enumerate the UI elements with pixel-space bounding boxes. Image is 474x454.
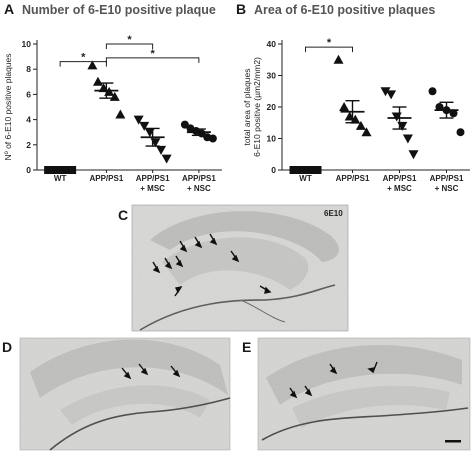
data-point-b	[380, 87, 391, 97]
arrows-d	[121, 363, 181, 380]
data-point-a	[48, 166, 57, 174]
data-point-b	[402, 134, 413, 144]
x-tick-label-b: APP/PS1	[383, 174, 417, 183]
data-point-a	[68, 166, 77, 174]
panel-title-b: Area of 6-E10 positive plaques	[254, 3, 435, 17]
data-point-a	[53, 166, 62, 174]
data-point-b	[361, 127, 372, 137]
arrows-e	[289, 361, 378, 399]
data-point-b	[355, 120, 366, 130]
y-tick-label-b: 20	[267, 102, 277, 112]
significance-bracket-b	[305, 46, 353, 53]
x-tick-label-b: APP/PS1	[430, 174, 464, 183]
data-point-b	[289, 166, 298, 174]
x-tick-label-b: + MSC	[387, 184, 412, 193]
data-point-a	[208, 134, 217, 143]
significance-bracket-a	[105, 43, 154, 49]
y-tick-label-a: 10	[22, 39, 32, 49]
x-tick-label-a: WT	[54, 174, 67, 183]
x-tick-label-a: + MSC	[140, 184, 165, 193]
significance-label-a: *	[81, 52, 86, 64]
data-point-a	[180, 120, 189, 129]
panel-letter-d: D	[2, 339, 12, 355]
data-point-a	[87, 60, 98, 70]
data-point-a	[161, 154, 172, 164]
chart-b: 0 10 20 30 40 total area of plaques 6-E10 posi…	[242, 37, 470, 193]
significance-label-b: *	[327, 37, 332, 49]
data-point-b	[391, 112, 402, 122]
y-tick-label-a: 4	[26, 115, 31, 125]
arrows-c	[152, 233, 272, 297]
scale-bar	[445, 440, 461, 443]
y-axis-label-b: total area of plaques	[242, 68, 252, 145]
y-tick-label-b: 0	[271, 165, 276, 175]
data-point-b	[308, 166, 317, 174]
data-point-b	[386, 90, 397, 100]
data-point-b	[294, 166, 303, 174]
data-point-b	[339, 102, 350, 111]
y-tick-label-a: 8	[26, 64, 31, 74]
panel-letter-e: E	[242, 339, 251, 355]
data-point-b	[303, 166, 312, 174]
data-point-a	[156, 145, 167, 155]
data-point-b	[408, 150, 419, 160]
data-point-a	[115, 109, 126, 119]
data-point-b	[333, 54, 344, 64]
panel-letter-a: A	[4, 1, 14, 17]
data-point-b	[449, 109, 458, 118]
data-point-b	[435, 103, 444, 111]
data-point-b	[428, 87, 437, 96]
y-tick-label-a: 0	[26, 165, 31, 175]
x-tick-label-a: APP/PS1	[89, 174, 123, 183]
panel-title-a: Number of 6-E10 positive plaque	[22, 3, 216, 17]
data-point-a	[139, 121, 150, 131]
y-tick-label-b: 10	[267, 134, 277, 144]
x-tick-label-a: APP/PS1	[182, 174, 216, 183]
chart-a: 0 2 4 6 8 10 Nº of 6-E10 positive plaques WT APP…	[3, 34, 222, 193]
micrograph-d	[19, 337, 231, 451]
data-point-b	[456, 128, 465, 137]
y-axis-label-a: Nº of 6-E10 positive plaques	[3, 53, 13, 160]
significance-bracket-a	[105, 57, 200, 63]
data-point-a	[58, 166, 67, 174]
data-point-a	[133, 115, 144, 125]
data-point-a	[63, 166, 72, 174]
panel-letter-b: B	[236, 1, 246, 17]
micrograph-c: 6E10	[131, 204, 349, 332]
x-tick-label-b: APP/PS1	[336, 174, 370, 183]
significance-bracket-a	[59, 61, 107, 67]
significance-label-a: *	[150, 48, 155, 60]
marker-label-c: 6E10	[324, 209, 343, 218]
micrograph-e	[257, 337, 471, 451]
y-tick-label-b: 40	[267, 39, 277, 49]
data-point-b	[299, 166, 308, 174]
y-axis-label-b: 6-E10 positive (µm2/mm2)	[252, 57, 262, 157]
x-tick-label-a: + NSC	[187, 184, 211, 193]
x-tick-label-b: + NSC	[435, 184, 459, 193]
x-tick-label-b: WT	[299, 174, 312, 183]
panel-letter-c: C	[118, 207, 128, 223]
y-tick-label-a: 2	[26, 140, 31, 150]
data-point-a	[92, 76, 103, 86]
data-point-a	[44, 166, 53, 174]
y-tick-label-a: 6	[26, 89, 31, 99]
x-tick-label-a: APP/PS1	[136, 174, 170, 183]
significance-label-a: *	[127, 34, 132, 46]
y-tick-label-b: 30	[267, 71, 277, 81]
data-point-b	[313, 166, 322, 174]
